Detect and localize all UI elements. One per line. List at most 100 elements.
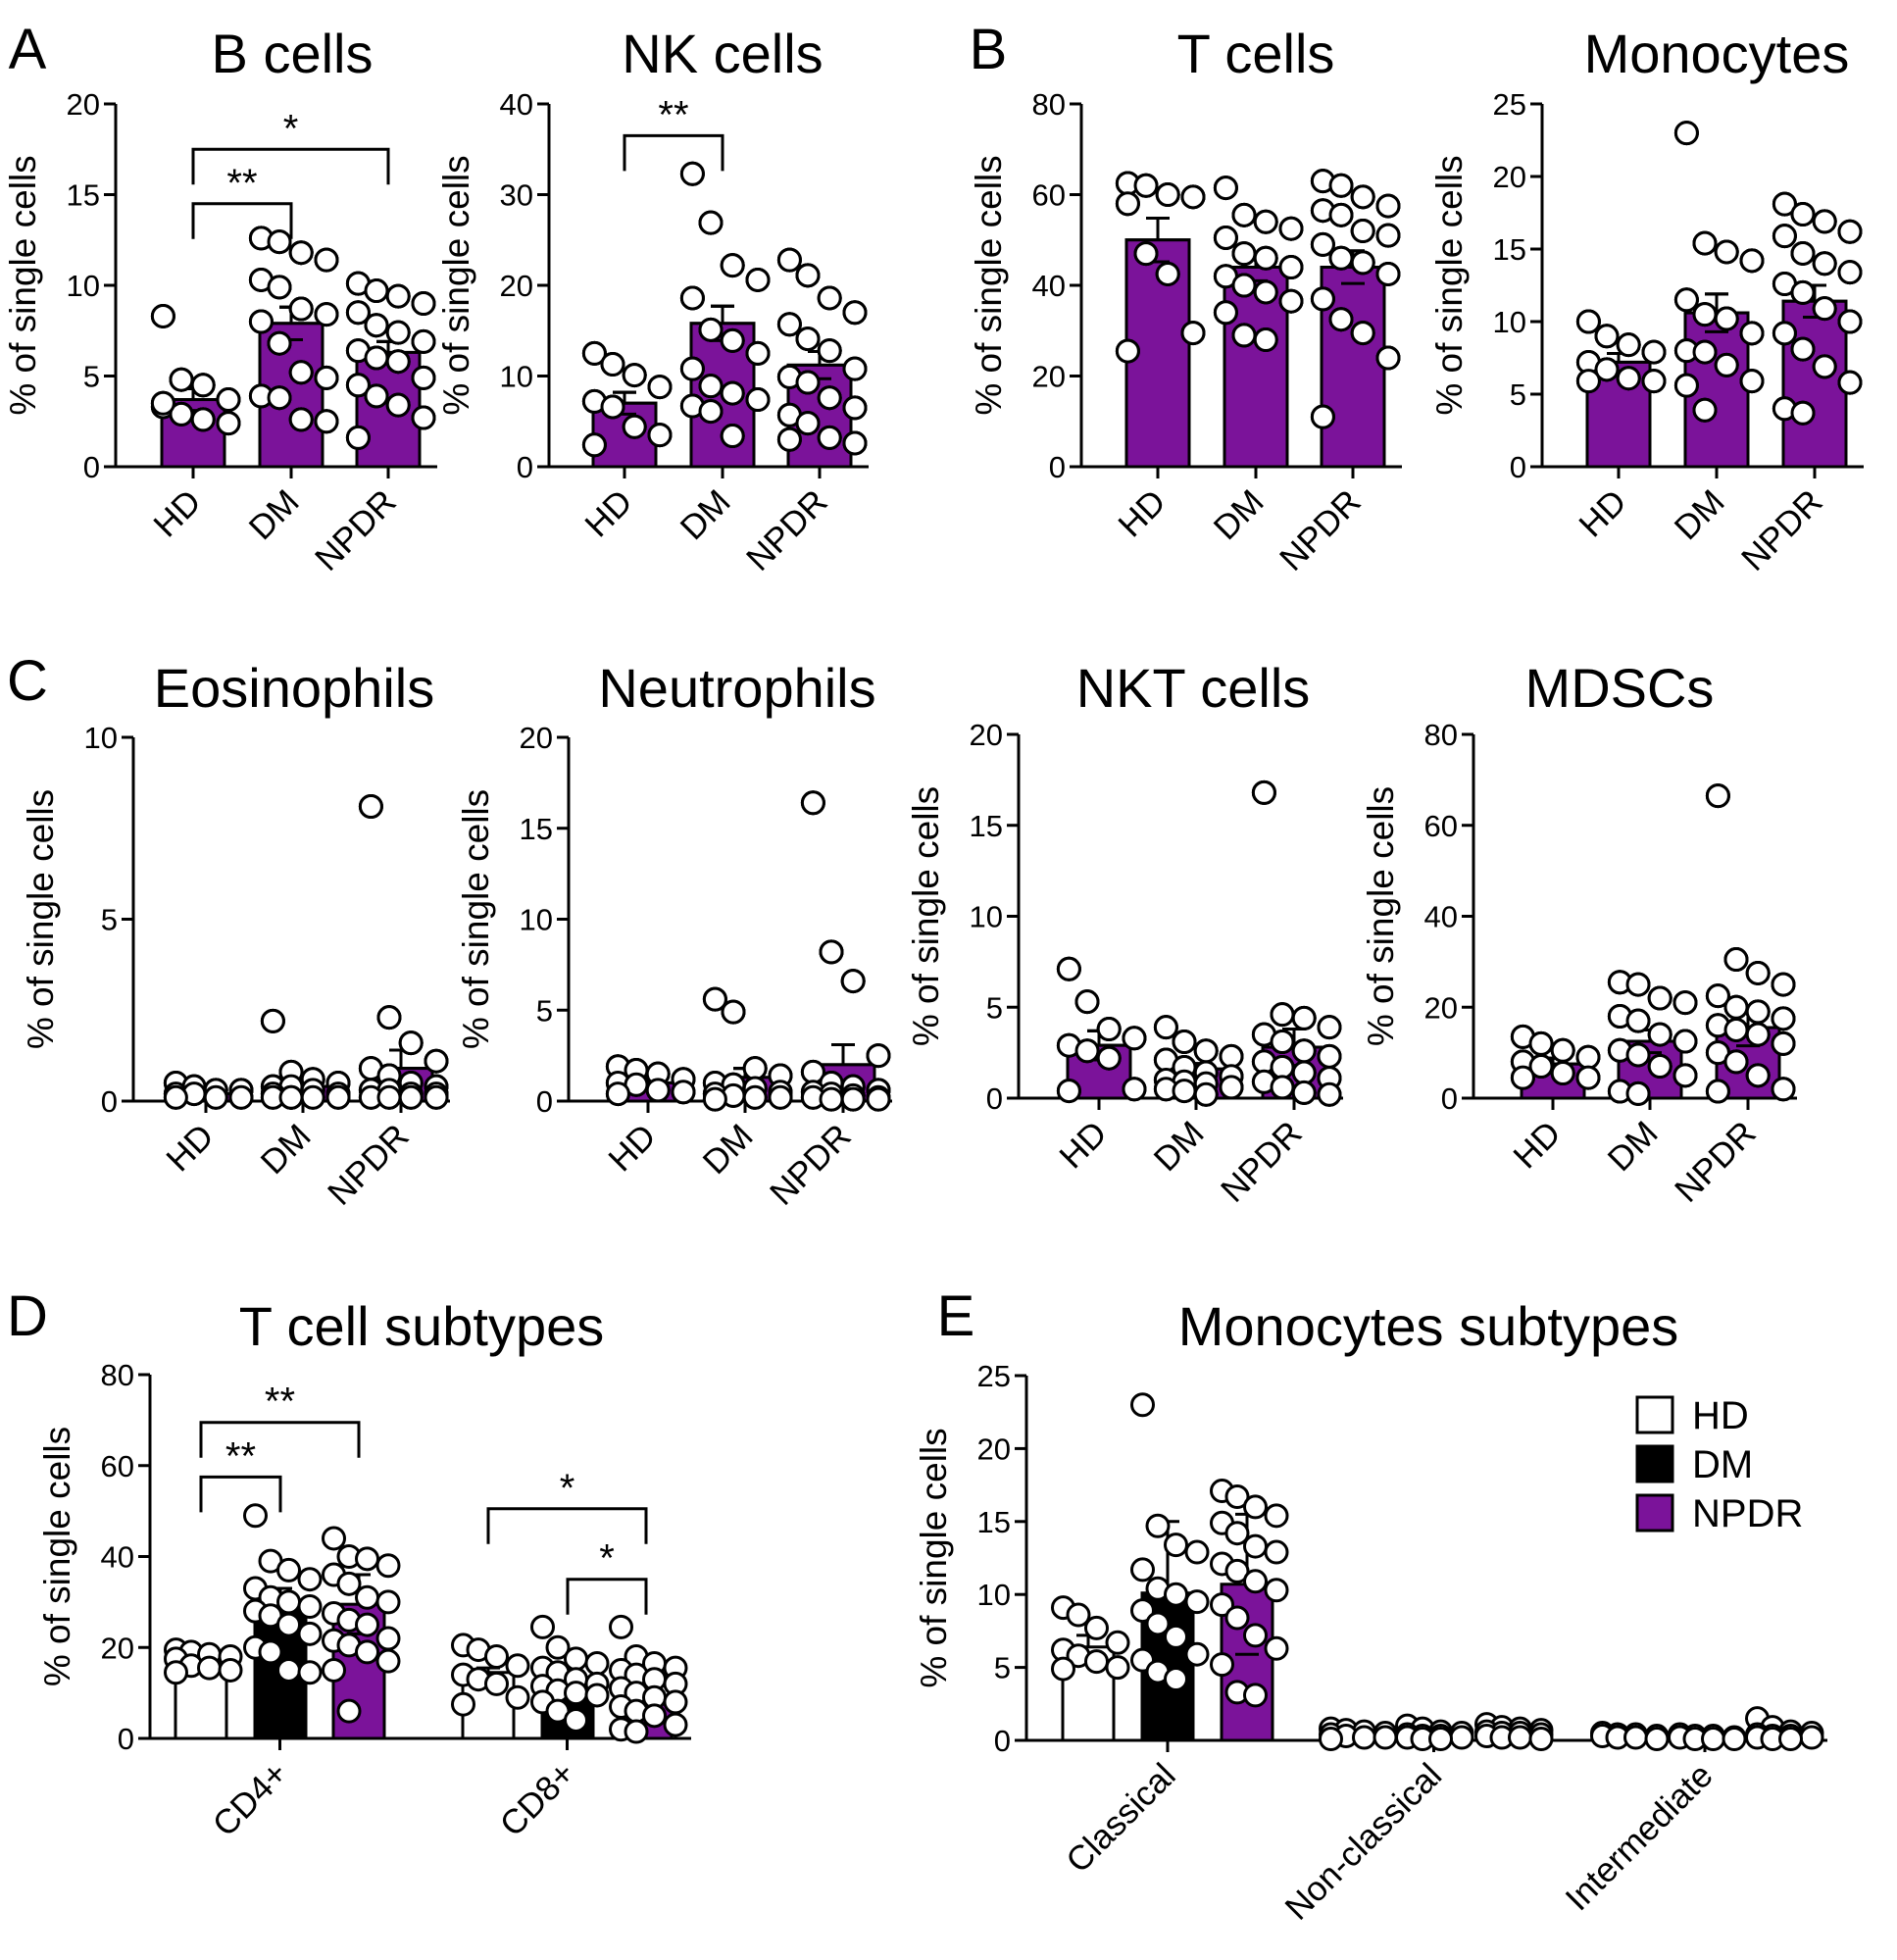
y-tick-label: 5 — [83, 360, 100, 394]
data-point — [1056, 956, 1081, 981]
y-tick-label: 20 — [977, 1432, 1011, 1466]
data-point — [1184, 1589, 1210, 1615]
legend-swatch-dm — [1635, 1444, 1674, 1483]
data-point — [1096, 1045, 1122, 1071]
y-tick-label: 10 — [970, 900, 1003, 934]
x-tick-label: NPDR — [308, 482, 404, 578]
data-point — [600, 394, 625, 420]
data-point — [1264, 1635, 1289, 1661]
x-tick-label: DM — [1601, 1114, 1666, 1179]
data-point — [385, 349, 411, 375]
data-point — [1213, 300, 1238, 326]
data-point — [1317, 1015, 1342, 1040]
chart-title: T cells — [1177, 23, 1335, 84]
data-point — [1692, 339, 1718, 365]
data-point — [1328, 307, 1354, 332]
data-point — [1213, 176, 1238, 201]
data-point — [1837, 370, 1863, 395]
data-point — [1317, 1043, 1342, 1069]
data-point — [1153, 1015, 1178, 1040]
data-point — [1291, 1038, 1317, 1064]
data-point — [745, 387, 771, 413]
data-point — [1745, 1022, 1771, 1047]
y-axis-label: % of single cells — [456, 789, 496, 1049]
data-point — [1243, 1533, 1268, 1559]
y-axis-label: % of single cells — [1429, 155, 1470, 415]
significance-bracket — [486, 1507, 648, 1544]
x-tick-label: Non-classical — [1277, 1756, 1449, 1928]
data-point — [1253, 327, 1278, 352]
data-point — [1705, 1079, 1730, 1104]
x-tick-label: DM — [1668, 482, 1732, 547]
data-point — [1243, 1623, 1268, 1648]
data-point — [1647, 1054, 1672, 1080]
y-tick-label: 80 — [1424, 718, 1458, 752]
data-point — [768, 1084, 793, 1110]
y-axis-label: % of single cells — [21, 789, 61, 1049]
data-point — [1672, 990, 1698, 1016]
x-tick-label: CD4+ — [206, 1754, 296, 1844]
data-point — [1623, 1725, 1648, 1750]
data-point — [1145, 1611, 1171, 1636]
data-point — [817, 385, 842, 411]
data-point — [1224, 1484, 1250, 1510]
data-point — [228, 1084, 254, 1110]
data-point — [276, 1557, 301, 1583]
data-point — [698, 210, 724, 235]
data-point — [1133, 241, 1159, 267]
data-point — [218, 1657, 243, 1683]
data-point — [1373, 1725, 1398, 1750]
data-point — [385, 283, 411, 309]
data-point — [355, 1612, 379, 1637]
x-tick-label: HD — [577, 482, 639, 544]
chart-title: Monocytes subtypes — [1178, 1295, 1678, 1357]
y-tick-label: 20 — [101, 1631, 134, 1665]
data-point — [545, 1634, 571, 1660]
data-point — [1352, 1725, 1376, 1750]
data-point — [1115, 191, 1140, 217]
y-tick-label: 20 — [67, 87, 100, 122]
data-point — [842, 300, 868, 326]
data-point — [1714, 306, 1739, 331]
significance-label: * — [560, 1467, 575, 1510]
data-point — [1074, 989, 1100, 1015]
data-point — [698, 374, 724, 399]
y-tick-label: 25 — [1493, 87, 1526, 122]
data-point — [385, 320, 411, 345]
data-point — [411, 365, 436, 390]
y-axis-label: % of single cells — [1361, 786, 1401, 1046]
data-point — [622, 414, 647, 439]
data-point — [1375, 345, 1401, 371]
data-point — [385, 392, 411, 418]
data-point — [1772, 191, 1797, 217]
legend-swatch-hd — [1635, 1395, 1674, 1434]
data-point — [647, 423, 673, 448]
data-point — [698, 399, 724, 425]
data-point — [451, 1691, 475, 1717]
data-point — [1641, 339, 1667, 365]
data-point — [1739, 248, 1765, 274]
data-point — [336, 1698, 362, 1724]
data-point — [645, 1078, 671, 1103]
data-point — [322, 1657, 346, 1683]
data-point — [1130, 1598, 1155, 1624]
data-point — [1837, 219, 1863, 244]
data-point — [375, 1626, 401, 1651]
data-point — [424, 1048, 449, 1074]
data-point — [1193, 1081, 1219, 1107]
data-point — [1074, 1038, 1100, 1064]
data-point — [1231, 323, 1257, 348]
data-point — [1310, 286, 1335, 312]
data-point — [1644, 1727, 1670, 1752]
data-point — [314, 365, 339, 390]
data-point — [1714, 239, 1739, 265]
data-point — [1270, 1029, 1295, 1054]
data-point — [1350, 219, 1375, 243]
panel-letter: A — [9, 18, 47, 81]
data-point — [1051, 1656, 1075, 1682]
data-point — [1164, 1624, 1188, 1649]
y-tick-label: 20 — [500, 269, 533, 303]
x-tick-label: DM — [242, 482, 307, 547]
data-point — [1812, 251, 1837, 276]
